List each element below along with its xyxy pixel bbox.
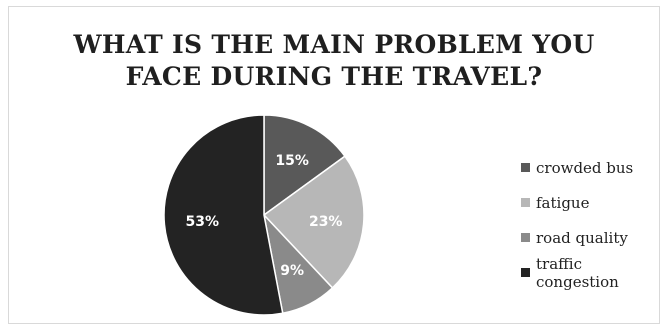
chart-area: WHAT IS THE MAIN PROBLEM YOU FACE DURING… [8,6,660,324]
legend-label: road quality [536,228,628,247]
chart-title-line-2: FACE DURING THE TRAVEL? [125,62,543,91]
legend-swatch [521,233,530,242]
legend-label: fatigue [536,193,590,212]
legend-swatch [521,198,530,207]
chart-title-line-1: WHAT IS THE MAIN PROBLEM YOU [73,30,595,59]
pie-slice-crowded-bus [263,114,346,217]
data-label-traffic-congestion: 53% [186,214,220,230]
legend-swatch [521,268,530,277]
legend-label: traffic congestion [536,254,619,291]
pie-slice-fatigue [262,155,365,289]
pie-slice-traffic-congestion [163,114,284,316]
legend-item: fatigue [521,192,659,213]
pie-chart: 15% 23% 9% 53% [163,114,365,316]
legend-item: road quality [521,227,659,248]
legend-label: crowded bus [536,158,634,177]
data-label-crowded-bus: 15% [275,153,309,169]
data-label-road-quality: 9% [280,263,304,279]
legend: crowded bus fatigue road quality traffic co… [521,157,659,297]
legend-swatch [521,163,530,172]
chart-title: WHAT IS THE MAIN PROBLEM YOU FACE DURING… [9,29,659,93]
data-label-fatigue: 23% [309,214,343,230]
legend-item: crowded bus [521,157,659,178]
legend-item: traffic congestion [521,255,659,291]
